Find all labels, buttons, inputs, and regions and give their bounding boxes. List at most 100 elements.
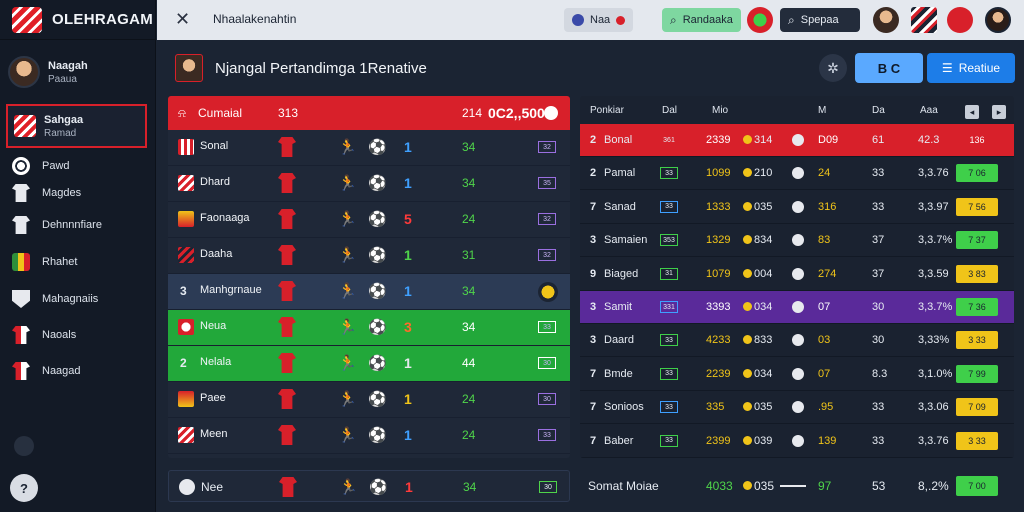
player-icon bbox=[12, 216, 30, 234]
sidebar-item-active[interactable]: Sahgaa Ramad bbox=[6, 104, 147, 148]
notification-chip[interactable]: Naa bbox=[564, 8, 634, 32]
standings-row[interactable]: 7 Bmde 33 2239 034 07 8.3 3,1.0% 7 99 bbox=[580, 358, 1014, 391]
table-row[interactable]: Meen 🏃 ⚽ 1 24 33 bbox=[168, 418, 570, 454]
team-name: Sanad bbox=[604, 200, 636, 213]
standings-row[interactable]: 7 Sanad 33 1333 035 316 33 3,3.97 7 56 bbox=[580, 191, 1014, 224]
player-value: 44 bbox=[462, 356, 476, 370]
table-row[interactable]: Neua 🏃 ⚽ 3 34 33 bbox=[168, 310, 570, 346]
relative-button[interactable]: ☰ Reatiue bbox=[927, 53, 1015, 83]
stat-box: 32 bbox=[538, 213, 556, 225]
table-row[interactable]: Daaha 🏃 ⚽ 1 31 32 bbox=[168, 238, 570, 274]
coin-icon bbox=[743, 201, 752, 211]
stat-v5: 42.3 bbox=[918, 134, 940, 146]
stat-v4: 37 bbox=[872, 234, 885, 247]
stat-v4: 33 bbox=[872, 200, 885, 213]
standings-footer[interactable]: Somat Moiae 4033 035 97 53 8,.2% 7 00 bbox=[580, 470, 1014, 502]
stat-v2: 210 bbox=[754, 167, 773, 180]
table-row[interactable]: Dhard 🏃 ⚽ 1 34 35 bbox=[168, 166, 570, 202]
stat-v4: 33 bbox=[872, 401, 885, 414]
standings-row[interactable]: 9 Biaged 31 1079 004 274 37 3,3.59 3 83 bbox=[580, 258, 1014, 291]
standings-row[interactable]: 3 Samaien 353 1329 834 83 37 3,3.7% 7 37 bbox=[580, 224, 1014, 258]
sidebar-item-0[interactable]: Pawd bbox=[12, 154, 70, 178]
search-button[interactable]: ⌕ Spepaa bbox=[780, 8, 860, 32]
row-position: 7 bbox=[590, 200, 597, 213]
gear-icon[interactable]: ✲ bbox=[819, 54, 847, 82]
live-icon[interactable] bbox=[747, 7, 773, 33]
form-chip: 136 bbox=[969, 135, 985, 145]
sort-prev-icon[interactable]: ◂ bbox=[965, 105, 979, 119]
close-icon[interactable]: ✕ bbox=[175, 9, 191, 29]
player-avatar-icon[interactable] bbox=[873, 7, 899, 33]
sidebar-item-5[interactable]: Naoals bbox=[12, 323, 76, 347]
stat-v1: 1079 bbox=[706, 267, 731, 280]
standings-row[interactable]: 3 Daard 33 4233 833 03 30 3,33% 3 33 bbox=[580, 324, 1014, 358]
player-number: 1 bbox=[404, 355, 412, 371]
standings-row[interactable]: 7 Baber 33 2399 039 139 33 3,3.76 3 33 bbox=[580, 425, 1014, 458]
sidebar-item-6[interactable]: Naagad bbox=[12, 359, 81, 383]
stat-v3: 24 bbox=[818, 167, 831, 180]
coin-icon bbox=[743, 268, 752, 278]
settings-icon[interactable] bbox=[14, 436, 34, 456]
stat-v5: 3,3.76 bbox=[918, 167, 949, 180]
sidebar-item-1[interactable]: Magdes bbox=[12, 181, 81, 205]
player-number: 1 bbox=[404, 427, 412, 443]
player-number: 5 bbox=[404, 211, 412, 227]
stat-v5: 3,3.7% bbox=[918, 234, 953, 247]
column-header: Da bbox=[872, 105, 885, 116]
divider bbox=[780, 485, 806, 487]
stat-v2: 004 bbox=[754, 267, 773, 280]
view-toggle-button[interactable]: B C bbox=[855, 53, 923, 83]
help-button[interactable]: ? bbox=[10, 474, 38, 502]
column-header: Ponkiar bbox=[590, 105, 624, 116]
ball-icon bbox=[792, 434, 804, 447]
player-name: Daaha bbox=[200, 248, 233, 260]
notification-chip-label: Naa bbox=[590, 14, 611, 26]
stat-box: 331 bbox=[660, 301, 678, 313]
table-row[interactable]: 3 Manhgrnaue 🏃 ⚽ 1 34 bbox=[168, 274, 570, 310]
info-icon[interactable] bbox=[544, 106, 558, 120]
brand[interactable]: OLEHRAGAM bbox=[0, 0, 155, 40]
squad-table: ⍾ Cumaial 313 214 0C2,,500 Sonal 🏃 ⚽ 1 34 32 D… bbox=[168, 96, 570, 458]
sort-next-icon[interactable]: ▸ bbox=[992, 105, 1006, 119]
squad-table-footer[interactable]: Nee 🏃 ⚽ 1 34 30 bbox=[168, 470, 570, 502]
medal-icon bbox=[538, 282, 558, 302]
stat-v3: 139 bbox=[818, 434, 837, 447]
coin-icon bbox=[743, 368, 752, 378]
profile-subtitle: Paaua bbox=[48, 73, 77, 85]
ball-icon bbox=[792, 234, 804, 247]
shirt-icon bbox=[278, 425, 296, 445]
standings-row[interactable]: 2 Bonal 361 2339 314 D09 61 42.3 136 bbox=[580, 124, 1014, 157]
stat-v2: 314 bbox=[754, 134, 773, 146]
standings-row[interactable]: 7 Sonioos 33 335 035 .95 33 3,3.06 7 09 bbox=[580, 391, 1014, 425]
table-row[interactable]: Paee 🏃 ⚽ 1 24 30 bbox=[168, 382, 570, 418]
table-row[interactable]: 2 Nelala 🏃 ⚽ 1 44 30 bbox=[168, 346, 570, 382]
user-avatar[interactable] bbox=[985, 7, 1011, 33]
sidebar-item-3[interactable]: Rhahet bbox=[12, 250, 77, 274]
standings-row[interactable]: 2 Pamal 33 1099 210 24 33 3,3.76 7 06 bbox=[580, 157, 1014, 191]
table-row[interactable]: Sonal 🏃 ⚽ 1 34 32 bbox=[168, 130, 570, 166]
shirt-icon bbox=[12, 184, 30, 202]
stat-v3: D09 bbox=[818, 134, 839, 146]
footer-v4: 53 bbox=[872, 479, 886, 493]
player-number: 1 bbox=[404, 283, 412, 299]
row-position: 7 bbox=[590, 367, 597, 380]
player-value: 24 bbox=[462, 428, 476, 442]
standings-row[interactable]: 3 Samit 331 3393 034 07 30 3,3.7% 7 36 bbox=[580, 291, 1014, 324]
flag-icon[interactable] bbox=[947, 7, 973, 33]
footer-v1: 4033 bbox=[706, 479, 733, 493]
stat-box: 33 bbox=[660, 200, 678, 213]
table-row[interactable]: Faonaaga 🏃 ⚽ 5 24 32 bbox=[168, 202, 570, 238]
row-position: 3 bbox=[180, 284, 187, 298]
player-name: Paee bbox=[200, 392, 226, 404]
form-chip: 7 36 bbox=[956, 298, 998, 316]
club-crest-icon[interactable] bbox=[911, 7, 937, 33]
stat-v3: 03 bbox=[818, 334, 831, 347]
sidebar-item-2[interactable]: Dehnnnfiare bbox=[12, 213, 102, 237]
stat-v5: 3,3.7% bbox=[918, 301, 953, 313]
header-col3: 0C2,,500 bbox=[488, 105, 545, 121]
search-button-label: Spepaa bbox=[800, 14, 839, 26]
stat-v2: 039 bbox=[754, 434, 773, 447]
sidebar-item-4[interactable]: Mahagnaiis bbox=[12, 287, 98, 311]
filter-chip[interactable]: ⌕ Randaaka bbox=[662, 8, 741, 32]
user-profile[interactable]: Naagah Paaua bbox=[8, 52, 148, 92]
